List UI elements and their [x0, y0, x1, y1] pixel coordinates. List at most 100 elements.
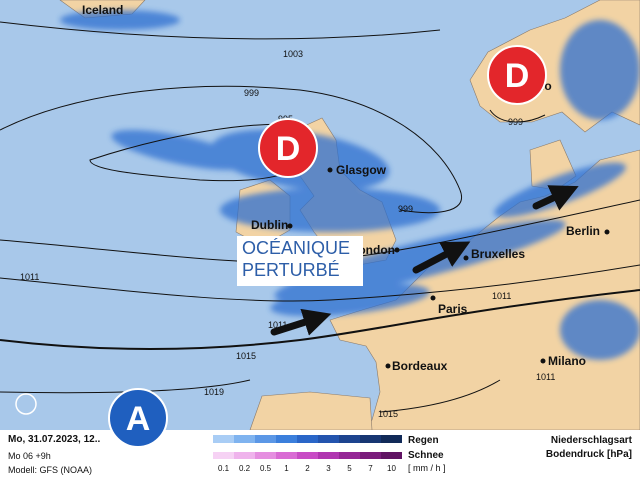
city-label: Glasgow: [336, 163, 387, 177]
pressure-label: Bodendruck [hPa]: [546, 449, 632, 460]
scale-swatch: [234, 452, 255, 459]
scale-swatch: [234, 435, 255, 443]
scale-label: 0.2: [239, 464, 251, 473]
isobar-label: 1011: [268, 320, 287, 330]
isobar-label: 999: [244, 88, 259, 98]
low-label: D: [276, 130, 301, 168]
scale-label: 0.5: [260, 464, 272, 473]
low-pressure: [487, 45, 547, 105]
rain-label: Regen: [408, 435, 439, 446]
city-label: Dublin: [251, 218, 288, 232]
scale-swatch: [360, 452, 381, 459]
city-label: Bordeaux: [392, 359, 448, 373]
city-dot: [385, 363, 391, 369]
isobar-label: 1003: [283, 49, 303, 59]
high-label: A: [126, 400, 151, 438]
city-dot: [327, 167, 333, 173]
footer-date: Mo, 31.07.2023, 12..: [8, 434, 101, 445]
isobar-label: 1019: [204, 387, 224, 397]
isobars: [0, 21, 640, 413]
pressure-systems: D D: [258, 45, 547, 178]
footer: Mo, 31.07.2023, 12.. Mo 06 +9h Modell: G…: [0, 430, 640, 478]
scale-swatch: [381, 435, 402, 443]
scale-swatch: [297, 452, 318, 459]
scale-swatch: [339, 435, 360, 443]
footer-run: Mo 06 +9h: [8, 451, 51, 461]
rain-area: [220, 188, 440, 232]
scale-swatch: [276, 435, 297, 443]
city-dot: [287, 223, 293, 229]
isobar: [0, 85, 463, 214]
logo-icon: [15, 393, 37, 415]
rain-area: [270, 283, 430, 317]
scale-swatch: [381, 452, 402, 459]
map-area: Iceland Oslo Glasgow Dublin London Bruxe…: [0, 0, 640, 431]
isobar: [489, 109, 546, 123]
city-dot: [430, 295, 436, 301]
annotation-background: [237, 236, 363, 286]
city-label: Bruxelles: [471, 247, 525, 261]
low-label: D: [505, 57, 530, 95]
scale-swatch: [255, 452, 276, 459]
scale-label: 5: [347, 464, 352, 473]
isobar-label: 999: [398, 204, 413, 214]
scale-label: 0.1: [218, 464, 230, 473]
scale-swatch: [276, 452, 297, 459]
scale-swatch: [360, 435, 381, 443]
isobar: [0, 264, 640, 302]
isobar: [0, 21, 441, 40]
city-label: Iceland: [82, 3, 123, 17]
footer-model: Modell: GFS (NOAA): [8, 465, 92, 475]
high-pressure-group: A: [108, 388, 168, 448]
scale-labels: 0.1 0.2 0.5 1 2 3 5 7 10: [218, 464, 397, 473]
isobar-label: 999: [508, 117, 523, 127]
arrow: [412, 241, 471, 274]
scale-label: 1: [284, 464, 289, 473]
city-label: Berlin: [566, 224, 600, 238]
isobar-label: 1011: [20, 272, 39, 282]
unit-label: [ mm / h ]: [408, 463, 446, 473]
scale-swatch: [318, 435, 339, 443]
isobar-label: 1015: [236, 351, 256, 361]
scale-swatch: [297, 435, 318, 443]
city-dot: [394, 247, 400, 253]
arrows: [270, 185, 579, 336]
isobar: [0, 289, 640, 350]
arrow: [532, 185, 579, 211]
snow-scale: [213, 452, 402, 459]
iberia: [249, 391, 373, 431]
annotation-box: OCÉANIQUE PERTURBÉ: [237, 236, 363, 286]
city-dot: [604, 229, 610, 235]
city-label: Paris: [438, 302, 468, 316]
precipitation: [60, 10, 640, 360]
city-label: Milano: [548, 354, 586, 368]
scale-swatch: [339, 452, 360, 459]
rain-area: [560, 300, 640, 360]
rain-scale: [213, 435, 402, 443]
scale-swatch: [213, 435, 234, 443]
isobar: [379, 379, 501, 413]
city-dot: [540, 358, 546, 364]
rain-area: [60, 10, 180, 30]
isobar-label: 1015: [378, 409, 398, 419]
scale-label: 10: [387, 464, 396, 473]
scale-label: 7: [368, 464, 373, 473]
rain-area: [111, 130, 249, 170]
low-pressure: [258, 118, 318, 178]
type-label: Niederschlagsart: [551, 435, 633, 446]
snow-label: Schnee: [408, 450, 444, 461]
high-pressure: [108, 388, 168, 448]
city-dot: [463, 255, 469, 261]
annotation-line: PERTURBÉ: [242, 260, 340, 280]
isobar-label: 1011: [492, 291, 511, 301]
scale-swatch: [213, 452, 234, 459]
scale-label: 2: [305, 464, 310, 473]
scale-label: 3: [326, 464, 331, 473]
arrow: [270, 308, 332, 336]
annotation-line: OCÉANIQUE: [242, 238, 350, 258]
rain-area: [560, 20, 640, 120]
scale-swatch: [255, 435, 276, 443]
isobar-label: 1011: [536, 372, 555, 382]
scale-swatch: [318, 452, 339, 459]
